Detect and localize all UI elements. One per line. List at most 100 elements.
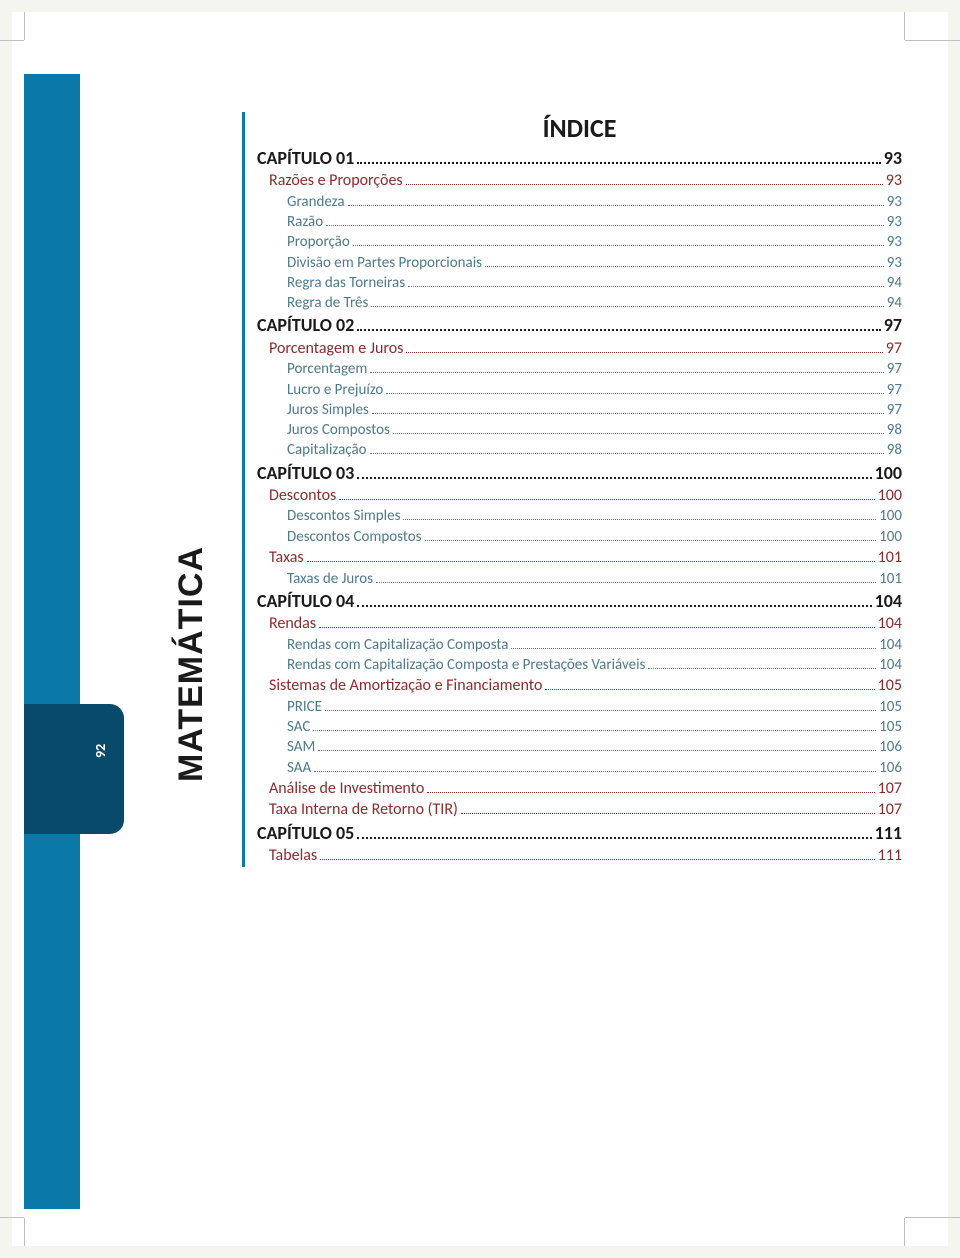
toc-leader: [357, 605, 871, 607]
toc-entry-label: Porcentagem: [287, 359, 367, 379]
toc-entry: CAPÍTULO 01 93: [257, 146, 902, 170]
toc-leader: [319, 627, 875, 628]
toc-entry-label: Rendas com Capitalização Composta: [287, 635, 508, 655]
toc-leader: [357, 837, 871, 839]
toc-leader: [325, 710, 876, 711]
toc-entry-label: Porcentagem e Juros: [269, 338, 403, 360]
side-page-tab: [24, 704, 124, 834]
toc-entry: CAPÍTULO 03 100: [257, 461, 902, 485]
toc-entry: SAA106: [257, 758, 902, 778]
toc-entry: Tabelas 111: [257, 845, 902, 867]
crop-mark: [0, 40, 24, 41]
toc-entry: CAPÍTULO 05 111: [257, 821, 902, 845]
toc-leader: [485, 266, 884, 267]
toc-entry-page: 106: [879, 737, 902, 757]
toc-entry: Rendas com Capitalização Composta104: [257, 635, 902, 655]
toc-entry: SAC105: [257, 717, 902, 737]
toc-entry: Juros Compostos 98: [257, 420, 902, 440]
crop-mark: [0, 1217, 24, 1218]
toc-leader: [376, 582, 876, 583]
toc-entry-page: 93: [884, 146, 902, 170]
toc-leader: [357, 329, 880, 331]
toc-entry-page: 98: [887, 420, 902, 440]
toc-leader: [307, 561, 875, 562]
toc-entry-page: 107: [878, 799, 902, 821]
toc-entry: Porcentagem 97: [257, 359, 902, 379]
toc-entry: Regra das Torneiras 94: [257, 273, 902, 293]
toc-entry-page: 104: [878, 613, 902, 635]
toc-entry-page: 94: [887, 293, 902, 313]
toc-leader: [461, 813, 875, 814]
toc-leader: [545, 689, 874, 690]
toc-entry-page: 111: [878, 845, 902, 867]
toc-entry-page: 94: [887, 273, 902, 293]
toc-entry-page: 97: [884, 313, 902, 337]
toc-entry-label: Rendas com Capitalização Composta e Pres…: [287, 655, 645, 675]
toc-entry-page: 100: [878, 485, 902, 507]
toc-leader: [406, 352, 882, 353]
toc-leader: [318, 750, 876, 751]
toc-entry-label: Rendas: [269, 613, 316, 635]
crop-mark: [905, 1217, 960, 1218]
crop-mark: [904, 1218, 905, 1246]
toc-leader: [393, 433, 884, 434]
toc-leader: [511, 648, 876, 649]
toc-entry-label: Taxas: [269, 547, 304, 569]
toc-entry-page: 98: [887, 440, 902, 460]
toc-entry-page: 93: [887, 192, 902, 212]
toc-entry-label: Descontos Compostos: [287, 527, 422, 547]
toc-entry-label: Juros Compostos: [287, 420, 390, 440]
crop-mark: [24, 12, 25, 40]
page: 92 MATEMÁTICA ÍNDICE CAPÍTULO 01 93Razõe…: [12, 12, 948, 1246]
toc-entry-label: CAPÍTULO 02: [257, 313, 354, 337]
toc-entry-label: SAC: [287, 717, 310, 737]
crop-mark: [904, 12, 905, 40]
toc-entry-label: Divisão em Partes Proporcionais: [287, 253, 482, 273]
toc-entry-page: 93: [887, 253, 902, 273]
toc-entry: PRICE105: [257, 697, 902, 717]
toc-entry-label: Sistemas de Amortização e Financiamento: [269, 675, 542, 697]
toc-entry-page: 100: [875, 461, 902, 485]
toc-entry-page: 111: [875, 821, 902, 845]
toc-entry-page: 101: [879, 569, 902, 589]
toc-entry-label: Descontos Simples: [287, 506, 400, 526]
toc-entry-page: 107: [878, 778, 902, 800]
toc-entry-label: Juros Simples: [287, 400, 369, 420]
toc-entry-page: 100: [879, 506, 902, 526]
toc-entry: Grandeza 93: [257, 192, 902, 212]
toc-leader: [370, 372, 883, 373]
toc-entry: Descontos 100: [257, 485, 902, 507]
toc-leader: [425, 540, 877, 541]
toc-entry-label: Grandeza: [287, 192, 345, 212]
toc-entry-label: CAPÍTULO 01: [257, 146, 354, 170]
toc-entry-label: Capitalização: [287, 440, 367, 460]
toc-leader: [408, 286, 884, 287]
toc-entry-page: 93: [887, 212, 902, 232]
toc-entry-label: Regra das Torneiras: [287, 273, 405, 293]
toc-leader: [406, 184, 883, 185]
table-of-contents: ÍNDICE CAPÍTULO 01 93Razões e Proporções…: [242, 112, 902, 867]
subject-label: MATEMÁTICA: [172, 546, 211, 782]
toc-leader: [386, 393, 883, 394]
toc-entry-page: 100: [879, 527, 902, 547]
toc-entry: Descontos Compostos 100: [257, 527, 902, 547]
toc-entry: Taxa Interna de Retorno (TIR) 107: [257, 799, 902, 821]
toc-entry-page: 106: [879, 758, 902, 778]
toc-leader: [357, 477, 871, 479]
toc-leader: [320, 859, 875, 860]
toc-leader: [370, 453, 884, 454]
toc-entry-label: PRICE: [287, 697, 322, 717]
toc-entry: Taxas 101: [257, 547, 902, 569]
toc-entry-label: Razão: [287, 212, 323, 232]
toc-body: CAPÍTULO 01 93Razões e Proporções 93Gran…: [257, 146, 902, 867]
toc-leader: [372, 413, 884, 414]
toc-entry: Divisão em Partes Proporcionais 93: [257, 253, 902, 273]
toc-leader: [348, 205, 884, 206]
toc-entry: Regra de Três94: [257, 293, 902, 313]
toc-entry-page: 93: [887, 232, 902, 252]
toc-leader: [314, 771, 876, 772]
toc-entry-page: 97: [887, 359, 902, 379]
toc-entry-label: Proporção: [287, 232, 350, 252]
crop-mark: [24, 1218, 25, 1246]
toc-leader: [648, 668, 876, 669]
